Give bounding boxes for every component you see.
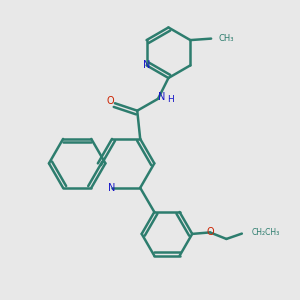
Text: O: O	[106, 96, 114, 106]
Text: N: N	[143, 60, 150, 70]
Text: N: N	[158, 92, 165, 102]
Text: CH₃: CH₃	[219, 34, 234, 43]
Text: H: H	[167, 95, 174, 104]
Text: N: N	[108, 183, 116, 193]
Text: O: O	[206, 227, 214, 237]
Text: CH₂CH₃: CH₂CH₃	[251, 228, 280, 237]
